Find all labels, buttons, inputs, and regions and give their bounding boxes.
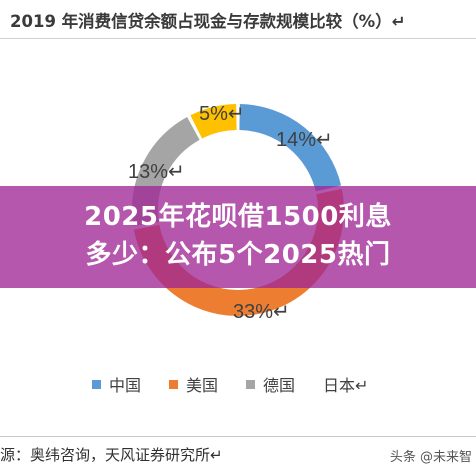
donut-slice-china <box>238 104 342 192</box>
legend-item-germany: 德国 <box>246 372 295 396</box>
chart-title: 2019 年消费信贷余额占现金与存款规模比较（%）↵ <box>10 12 406 31</box>
headline-line-1: 2025年花呗借1500利息 <box>84 202 392 232</box>
legend-swatch-germany <box>246 379 256 389</box>
title-divider <box>0 38 476 39</box>
legend-label-germany: 德国 <box>263 376 296 395</box>
slice-label-germany: 13%↵ <box>128 161 185 183</box>
legend-label-japan: 日本↵ <box>323 376 369 395</box>
slice-label-japan: 5%↵ <box>199 103 245 125</box>
source-divider <box>0 436 476 437</box>
headline-banner: 2025年花呗借1500利息 多少：公布5个2025热门 <box>0 186 476 288</box>
watermark: 头条 @未来智 <box>389 450 472 465</box>
slice-label-china: 14%↵ <box>276 129 333 151</box>
chart-legend: 中国 美国 德国 日本↵ <box>92 372 396 396</box>
legend-swatch-china <box>92 379 101 389</box>
legend-item-usa: 美国 <box>169 372 218 396</box>
legend-label-usa: 美国 <box>186 376 219 395</box>
headline-line-2: 多少：公布5个2025热门 <box>85 240 391 270</box>
legend-item-japan: 日本↵ <box>323 372 368 396</box>
legend-item-china: 中国 <box>92 372 141 396</box>
donut-slice-japan <box>190 104 238 139</box>
legend-swatch-usa <box>169 379 179 389</box>
source-note: 源：奥纬咨询，天风证券研究所↵ <box>0 446 223 464</box>
slice-label-usa: 33%↵ <box>233 301 290 323</box>
legend-label-china: 中国 <box>109 376 142 395</box>
